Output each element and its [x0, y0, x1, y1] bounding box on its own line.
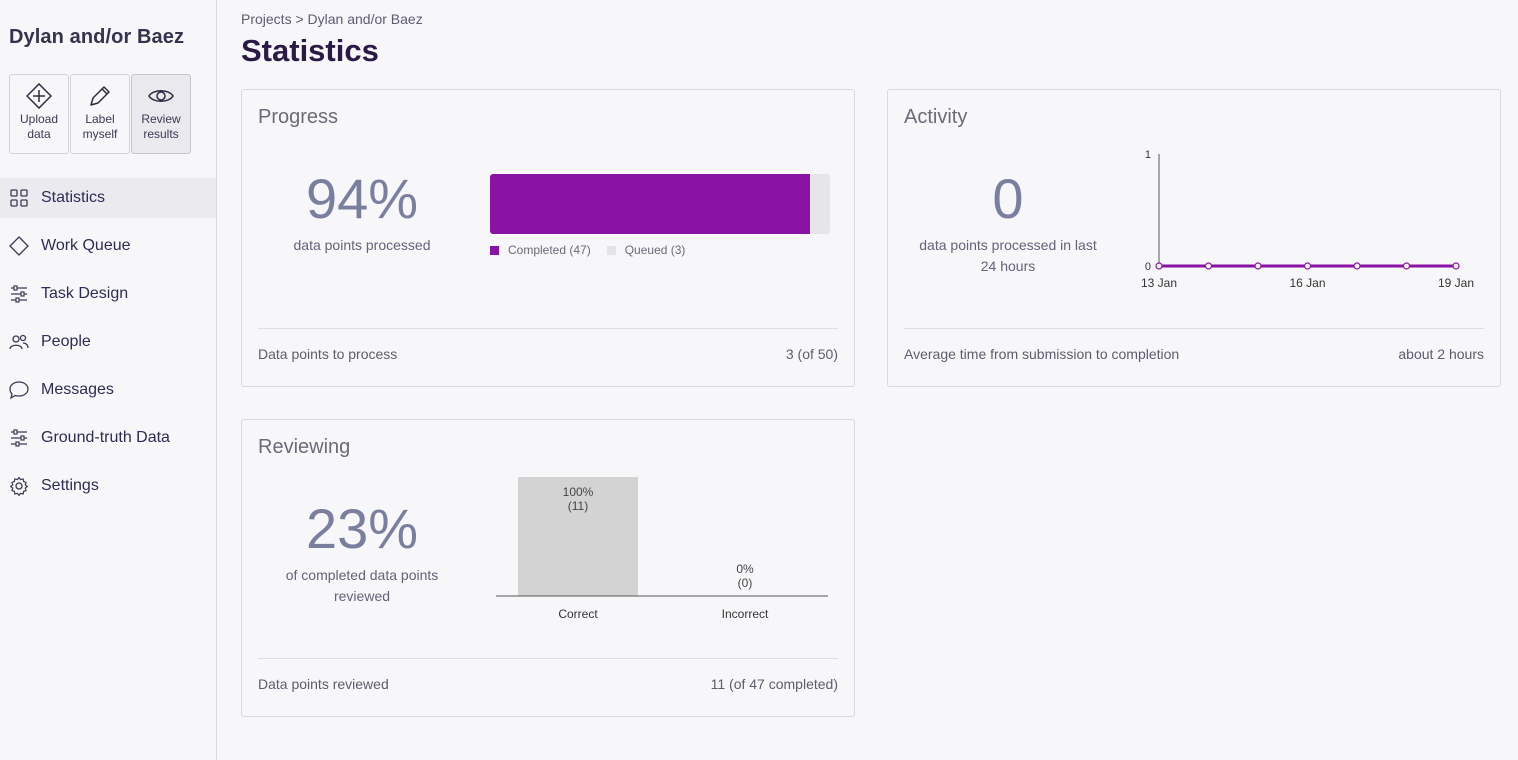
card-divider: [258, 328, 838, 329]
progress-card: Progress 94% data points processed Compl…: [241, 89, 855, 387]
bar-count-label: (0): [738, 576, 753, 590]
y-tick-label: 0: [1145, 261, 1151, 273]
reviewing-subtitle: of completed data points reviewed: [285, 567, 439, 604]
bar-percent-label: 100%: [563, 485, 594, 499]
reviewing-percent: 23%: [305, 497, 419, 560]
nav-label: Ground-truth Data: [41, 429, 170, 446]
gear-icon: [10, 476, 28, 496]
progress-bar: [490, 174, 830, 234]
nav-item-task-design[interactable]: Task Design: [0, 274, 216, 314]
diamond-icon: [9, 236, 29, 256]
reviewing-footer-label: Data points reviewed: [258, 676, 389, 692]
y-tick-label: 1: [1145, 149, 1151, 161]
review-bar-chart: 100%(11) Correct 0%(0) Incorrect: [496, 477, 828, 621]
label-myself-button[interactable]: Label myself: [70, 74, 130, 154]
nav-item-ground-truth-data[interactable]: Ground-truth Data: [0, 418, 216, 458]
chat-icon: [9, 381, 29, 400]
activity-footer-value: about 2 hours: [1398, 346, 1484, 362]
card-title: Reviewing: [258, 436, 351, 458]
activity-footer-label: Average time from submission to completi…: [904, 346, 1180, 362]
nav-label: Work Queue: [41, 237, 131, 254]
sliders-icon: [11, 429, 27, 447]
bar-percent-label: 0%: [736, 562, 754, 576]
nav-item-settings[interactable]: Settings: [0, 466, 216, 506]
x-tick-label: 16 Jan: [1289, 276, 1325, 290]
bar-correct: [518, 477, 638, 596]
data-point: [1254, 262, 1262, 270]
nav-item-statistics[interactable]: Statistics: [0, 178, 216, 218]
nav-item-people[interactable]: People: [0, 322, 216, 362]
data-point: [1402, 262, 1411, 270]
x-tick-label: Correct: [558, 607, 598, 621]
review-results-label: Review results: [141, 112, 181, 141]
upload-data-button[interactable]: Upload data: [9, 74, 69, 154]
x-tick-label: 19 Jan: [1438, 276, 1474, 290]
sliders-icon: [11, 285, 27, 303]
activity-line-chart: 0 1 13 Jan 16 Jan 19 Jan: [1141, 149, 1474, 290]
progress-bar-fill: [490, 174, 810, 234]
nav-label: People: [41, 333, 91, 350]
sidebar: Dylan and/or Baez Upload data Label myself…: [0, 0, 217, 760]
x-tick-label: 13 Jan: [1141, 276, 1177, 290]
activity-count: 0: [992, 167, 1024, 230]
progress-percent: 94%: [305, 167, 419, 230]
card-title: Progress: [258, 106, 339, 128]
data-point: [1303, 262, 1312, 270]
people-icon: [9, 334, 29, 350]
card-title: Activity: [904, 106, 968, 128]
data-point: [1155, 262, 1163, 270]
progress-legend: Completed (47) Queued (3): [490, 243, 701, 257]
data-point: [1353, 262, 1361, 270]
legend-swatch-queued: [606, 245, 616, 255]
reviewing-footer-value: 11 (of 47 completed): [710, 676, 838, 692]
activity-card: Activity 0 data points processed in last…: [887, 89, 1501, 387]
nav-label: Messages: [41, 381, 114, 398]
x-tick-label: Incorrect: [722, 607, 769, 621]
progress-footer-value: 3 (of 50): [785, 346, 838, 362]
legend-completed: Completed (47): [490, 243, 591, 257]
bar-count-label: (11): [568, 499, 588, 513]
label-myself-label: Label myself: [82, 112, 118, 141]
progress-subtitle: data points processed: [293, 237, 431, 253]
pencil-icon: [90, 86, 110, 106]
nav-label: Task Design: [41, 285, 129, 302]
reviewing-card: Reviewing 23% of completed data points re…: [241, 419, 855, 717]
grid-icon: [10, 189, 28, 207]
nav-item-messages[interactable]: Messages: [0, 370, 216, 410]
legend-queued-label: Queued (3): [624, 243, 686, 257]
nav-item-work-queue[interactable]: Work Queue: [0, 226, 216, 266]
legend-queued: Queued (3): [606, 243, 686, 257]
page-title: Statistics: [241, 33, 379, 68]
card-divider: [904, 328, 1484, 329]
data-point: [1452, 262, 1460, 270]
review-results-button[interactable]: Review results: [131, 74, 191, 154]
breadcrumb[interactable]: Projects > Dylan and/or Baez: [241, 11, 423, 27]
legend-completed-label: Completed (47): [508, 243, 591, 257]
progress-footer-label: Data points to process: [258, 346, 398, 362]
legend-swatch-completed: [490, 245, 499, 255]
data-point: [1204, 262, 1213, 270]
card-divider: [258, 658, 838, 659]
project-title: Dylan and/or Baez: [9, 26, 185, 48]
nav-label: Settings: [41, 477, 99, 494]
nav-label: Statistics: [41, 189, 106, 206]
upload-data-label: Upload data: [19, 112, 59, 141]
upload-icon: [26, 83, 52, 109]
eye-icon: [148, 90, 174, 102]
activity-subtitle: data points processed in last 24 hours: [919, 237, 1097, 274]
